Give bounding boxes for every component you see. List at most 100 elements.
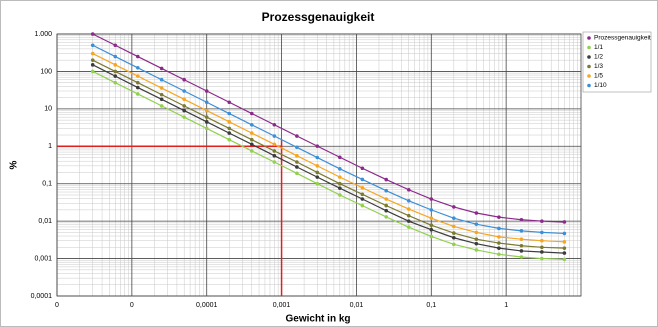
data-point [562, 257, 567, 262]
data-point [338, 155, 342, 160]
data-point [474, 211, 479, 215]
data-point [249, 137, 254, 142]
data-point [113, 43, 118, 48]
data-point [113, 80, 118, 85]
data-point [227, 120, 232, 124]
data-point [338, 193, 342, 197]
series-line [92, 64, 565, 254]
legend-label: 1/1 [594, 44, 603, 51]
data-point [540, 256, 544, 261]
data-point [204, 120, 209, 124]
series-line [92, 33, 565, 223]
data-point [406, 225, 411, 229]
series-line [92, 70, 565, 261]
data-point [272, 122, 277, 127]
data-point [562, 220, 567, 224]
y-tick-label: 0,001 [34, 255, 52, 262]
data-point [227, 126, 232, 131]
x-tick-label: 0 [130, 302, 134, 309]
data-point [159, 66, 164, 71]
data-point [338, 175, 342, 179]
legend-label: Prozessgenauigkeit [594, 35, 651, 42]
data-point [562, 231, 567, 236]
x-tick-label: 0,0001 [196, 302, 218, 309]
data-point [540, 250, 544, 254]
data-point [295, 160, 299, 164]
data-point [315, 155, 320, 160]
legend-marker [587, 55, 591, 59]
data-point [429, 234, 434, 239]
data-point [519, 237, 524, 241]
data-point [384, 203, 389, 208]
y-tick-label: 0,1 [42, 181, 52, 188]
data-point [429, 216, 434, 220]
data-point [90, 58, 95, 62]
data-point [497, 246, 501, 250]
data-point [562, 240, 567, 244]
data-point [90, 69, 95, 74]
data-point [562, 251, 567, 255]
legend-marker [587, 74, 591, 78]
data-point [406, 207, 411, 211]
data-point [159, 92, 164, 97]
data-point [540, 230, 544, 235]
data-point [497, 252, 501, 257]
data-point [135, 92, 140, 96]
x-tick-label: 0,001 [273, 302, 291, 309]
data-point [204, 115, 209, 119]
y-tick-label: 1 [48, 143, 52, 150]
data-point [249, 123, 254, 127]
data-point [135, 66, 140, 70]
data-point [315, 164, 320, 168]
data-point [360, 197, 365, 201]
data-point [315, 175, 320, 179]
data-point [182, 115, 186, 119]
plot-border [56, 33, 582, 297]
legend-marker [587, 83, 591, 88]
data-point [295, 145, 299, 150]
data-point [113, 63, 118, 67]
data-point [474, 230, 479, 235]
data-point [159, 97, 164, 102]
data-point [227, 137, 232, 142]
data-point [113, 69, 118, 74]
legend-label: 1/3 [594, 63, 603, 70]
data-point [452, 235, 456, 240]
data-point [497, 226, 501, 231]
legend-label: 1/5 [594, 73, 603, 80]
data-point [452, 216, 456, 220]
data-point [360, 177, 365, 182]
data-point [384, 197, 389, 201]
y-tick-label: 0,0001 [31, 293, 53, 300]
data-point [135, 80, 140, 85]
data-point [519, 217, 524, 222]
data-point [159, 104, 164, 108]
data-point [90, 43, 95, 48]
data-point [315, 181, 320, 186]
data-point [182, 89, 186, 93]
data-point [249, 149, 254, 153]
y-tick-label: 1.000 [34, 31, 52, 38]
data-point [452, 205, 456, 209]
data-point [452, 231, 456, 235]
data-point [429, 227, 434, 232]
series-line [92, 53, 565, 243]
data-point [429, 208, 434, 212]
data-point [113, 74, 118, 78]
data-point [452, 242, 456, 247]
data-point [90, 32, 95, 36]
data-point [474, 222, 479, 226]
chart-title: Prozessgenauigkeit [262, 10, 375, 24]
data-point [249, 131, 254, 135]
data-point [406, 213, 411, 218]
data-point [497, 215, 501, 219]
x-tick-label: 0 [55, 302, 59, 309]
data-point [406, 198, 411, 203]
y-tick-label: 10 [44, 106, 52, 113]
data-point [272, 153, 277, 158]
data-point [338, 181, 342, 186]
data-point [204, 108, 209, 113]
data-point [338, 186, 342, 190]
y-tick-label: 0,01 [38, 218, 52, 225]
data-point [519, 255, 524, 259]
